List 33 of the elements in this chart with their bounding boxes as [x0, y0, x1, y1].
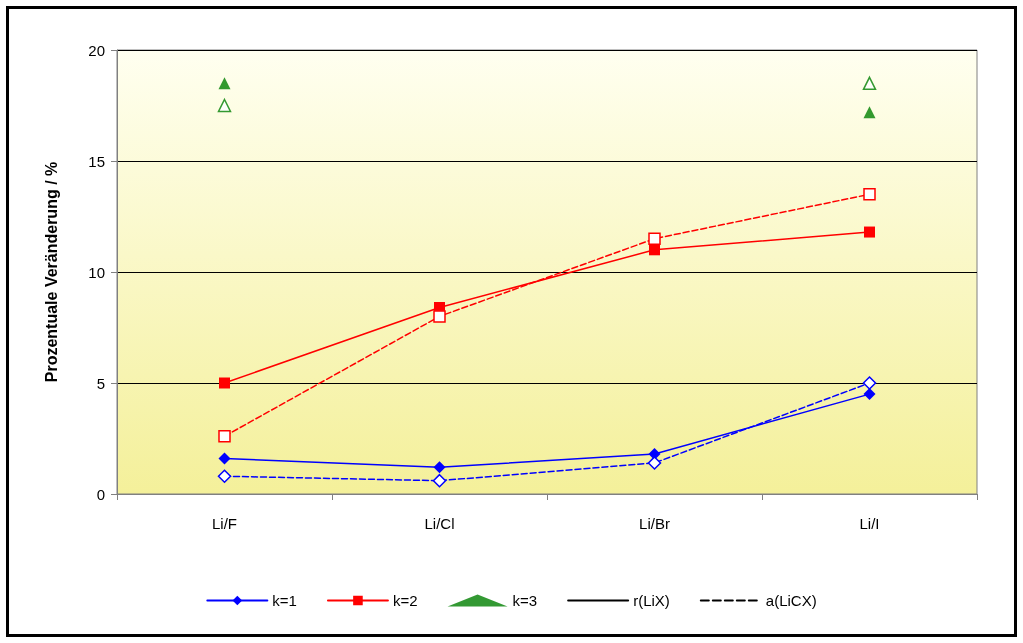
point — [433, 461, 446, 474]
point — [648, 232, 661, 245]
point — [219, 377, 230, 389]
y-tick-label: 15 — [88, 152, 105, 170]
point — [217, 98, 232, 113]
point — [649, 244, 660, 256]
y-tick-label: 20 — [88, 41, 105, 59]
legend-label: k=1 — [272, 592, 297, 609]
point — [218, 430, 231, 443]
legend-label: a(LiCX) — [765, 592, 817, 609]
point — [218, 77, 231, 90]
point — [433, 310, 446, 323]
point — [863, 188, 876, 201]
y-tick-label: 0 — [96, 485, 105, 503]
legend-label: k=3 — [512, 592, 538, 609]
point — [432, 473, 447, 488]
x-tick-label: Li/F — [211, 515, 238, 532]
y-tick-label: 10 — [88, 263, 105, 281]
point — [217, 469, 232, 483]
x-tick-label: Li/Cl — [424, 515, 455, 532]
y-axis-title: Prozentuale Veränderung / % — [42, 161, 60, 383]
x-tick-label: Li/I — [859, 515, 880, 532]
point — [218, 452, 231, 465]
point — [862, 376, 877, 390]
legend-label: r(LiX) — [633, 592, 670, 609]
point — [863, 106, 876, 119]
x-tick-label: Li/Br — [639, 515, 670, 532]
y-tick-label: 5 — [96, 374, 105, 392]
point — [862, 76, 877, 91]
point — [647, 456, 662, 470]
legend-label: k=2 — [392, 592, 418, 609]
point — [864, 226, 875, 238]
point — [863, 388, 876, 401]
